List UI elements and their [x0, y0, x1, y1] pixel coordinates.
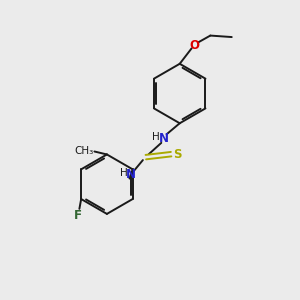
Text: S: S	[173, 148, 182, 161]
Text: H: H	[152, 132, 160, 142]
Text: CH₃: CH₃	[74, 146, 94, 157]
Text: N: N	[126, 168, 136, 181]
Text: H: H	[120, 168, 128, 178]
Text: O: O	[189, 40, 199, 52]
Text: N: N	[159, 132, 169, 145]
Text: F: F	[74, 209, 82, 222]
